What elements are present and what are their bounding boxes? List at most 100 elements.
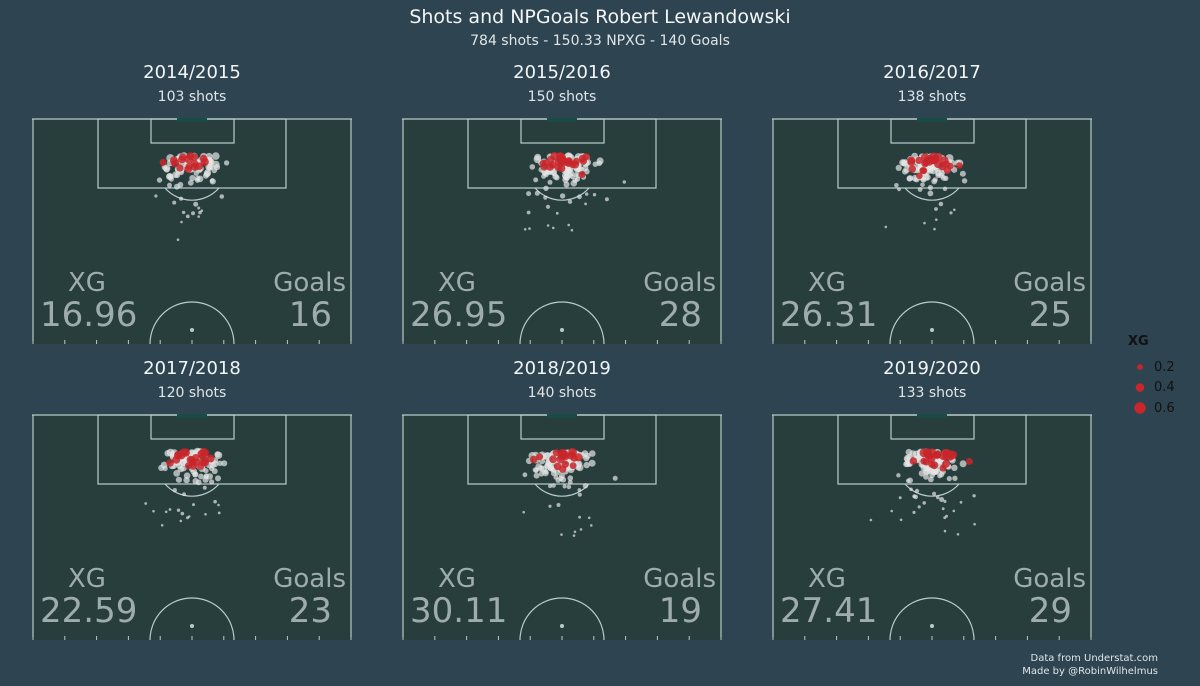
shot <box>172 200 177 205</box>
goals-label: Goals <box>643 564 716 594</box>
shot <box>212 152 220 160</box>
shot <box>936 495 940 500</box>
shot <box>898 496 902 500</box>
shot-points <box>869 448 976 536</box>
goal-shot <box>206 454 215 463</box>
shot <box>945 514 948 518</box>
goal-shot <box>578 154 587 163</box>
shot <box>221 460 228 467</box>
xg-value: 26.31 <box>780 295 878 335</box>
shot-points <box>522 447 618 537</box>
goal-shot <box>568 447 577 457</box>
shot <box>204 513 207 516</box>
goal-shot <box>536 453 544 461</box>
legend-label: 0.2 <box>1154 360 1175 375</box>
xg-label: XG <box>438 564 476 594</box>
shot <box>939 497 945 502</box>
shot <box>533 177 539 183</box>
shot <box>905 478 911 483</box>
shot <box>917 505 921 509</box>
shot <box>567 479 573 485</box>
shot <box>526 210 531 215</box>
xg-value: 27.41 <box>780 591 878 631</box>
shot <box>890 509 893 513</box>
shot <box>546 224 550 227</box>
goal-shot <box>174 450 183 459</box>
season-title: 2018/2019 <box>513 358 611 379</box>
shot <box>912 494 917 499</box>
shot <box>538 471 545 477</box>
xg-value: 16.96 <box>40 295 138 335</box>
shot <box>176 238 180 241</box>
xg-label: XG <box>68 268 106 298</box>
shot <box>918 470 926 477</box>
legend-label: 0.6 <box>1154 401 1175 416</box>
shot <box>587 516 591 520</box>
goal-shot <box>947 450 955 458</box>
centre-spot <box>930 624 934 628</box>
shot <box>935 172 941 178</box>
shot <box>186 516 189 520</box>
shots-count: 120 shots <box>157 385 227 401</box>
shot <box>913 450 921 459</box>
shot <box>205 163 213 171</box>
shot <box>192 471 198 477</box>
legend-label: 0.4 <box>1154 380 1175 395</box>
goals-value: 19 <box>658 591 702 631</box>
shot <box>180 220 183 224</box>
credit-source: Data from Understat.com <box>1030 653 1159 664</box>
shot <box>574 176 581 182</box>
goal-shot <box>176 164 184 172</box>
shot <box>937 473 943 479</box>
shot <box>548 484 553 489</box>
shot <box>567 223 570 227</box>
shot <box>567 172 574 178</box>
shot <box>197 206 201 210</box>
shot <box>942 186 948 191</box>
shot <box>584 202 587 206</box>
shot <box>552 173 559 180</box>
shot <box>938 201 944 207</box>
shot <box>952 475 958 481</box>
pitch <box>32 118 352 344</box>
shot <box>567 475 574 481</box>
shot <box>920 182 925 188</box>
goal-shot <box>554 157 563 166</box>
shot <box>559 193 566 199</box>
shot <box>534 153 542 161</box>
shot <box>903 166 911 173</box>
chart-title: Shots and NPGoals Robert Lewandowski <box>409 6 791 28</box>
goal-shot <box>186 455 195 464</box>
shot <box>556 503 561 507</box>
shot <box>219 194 225 199</box>
shot <box>158 464 165 471</box>
season-title: 2015/2016 <box>513 62 611 83</box>
shot <box>179 196 184 201</box>
shot <box>217 503 220 507</box>
shots-count: 140 shots <box>527 385 597 401</box>
xg-label: XG <box>808 268 846 298</box>
shot <box>933 227 936 231</box>
shot <box>612 475 618 481</box>
goals-value: 23 <box>288 591 332 631</box>
goal-mouth <box>177 118 207 122</box>
shot <box>590 524 593 527</box>
shot <box>897 187 901 192</box>
goal-shot <box>572 157 580 165</box>
goal-shot <box>907 156 916 165</box>
shot <box>899 518 903 522</box>
shot <box>185 214 190 219</box>
shot <box>156 177 163 183</box>
shot <box>523 228 527 231</box>
shot <box>900 159 907 166</box>
shot <box>959 170 966 177</box>
xg-label: XG <box>68 564 106 594</box>
goal-shot <box>578 171 586 178</box>
shot <box>198 473 204 480</box>
shot <box>144 502 148 505</box>
shot <box>562 176 569 183</box>
shot <box>928 476 934 483</box>
shot <box>176 508 181 512</box>
shot <box>551 483 556 488</box>
shot <box>555 477 561 483</box>
